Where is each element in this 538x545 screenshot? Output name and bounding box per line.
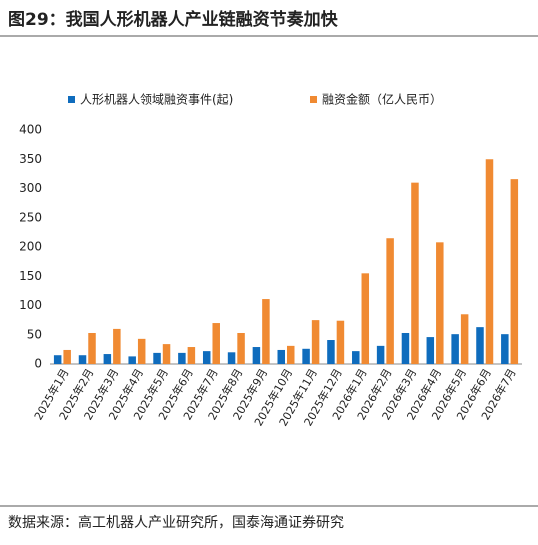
bar xyxy=(501,334,509,364)
bar xyxy=(237,332,245,364)
bar xyxy=(212,323,220,364)
legend-label: 融资金额（亿人民币） xyxy=(322,92,442,107)
legend-swatch xyxy=(68,96,75,103)
bar xyxy=(277,349,285,364)
bar xyxy=(476,327,484,364)
y-tick-label: 150 xyxy=(19,269,42,283)
bar xyxy=(153,352,161,364)
y-tick-label: 300 xyxy=(19,181,42,195)
bar xyxy=(53,355,62,364)
bar xyxy=(460,314,469,364)
bar xyxy=(401,332,410,364)
bar xyxy=(128,356,136,364)
bar xyxy=(262,299,270,364)
bar xyxy=(510,179,519,364)
bar xyxy=(426,337,435,364)
bar xyxy=(451,334,459,364)
bar xyxy=(227,352,236,364)
bar xyxy=(78,355,87,364)
bar xyxy=(162,344,171,364)
bar xyxy=(376,345,385,364)
y-tick-label: 350 xyxy=(19,152,42,166)
bar xyxy=(336,320,345,364)
legend-swatch xyxy=(310,96,317,103)
bar xyxy=(178,352,186,364)
bar xyxy=(88,332,96,364)
bar xyxy=(361,273,370,364)
bar xyxy=(137,338,146,364)
bar xyxy=(386,238,394,364)
bar xyxy=(187,347,196,364)
bar xyxy=(352,351,360,364)
bar xyxy=(411,182,419,364)
bar xyxy=(103,354,112,364)
y-tick-label: 250 xyxy=(19,210,42,224)
y-tick-label: 200 xyxy=(19,240,42,254)
bar xyxy=(287,345,295,364)
bar xyxy=(436,242,444,364)
y-tick-label: 100 xyxy=(19,298,42,312)
bar xyxy=(485,159,494,364)
bar xyxy=(113,328,121,364)
bar xyxy=(202,351,211,364)
bar xyxy=(63,349,71,364)
bar xyxy=(327,340,335,364)
legend-label: 人形机器人领域融资事件(起) xyxy=(80,93,233,107)
source: 数据来源：高工机器人产业研究所，国泰海通证券研究 xyxy=(8,514,344,531)
y-tick-label: 0 xyxy=(34,357,42,371)
bar xyxy=(302,348,310,364)
y-tick-label: 50 xyxy=(27,327,42,341)
bar xyxy=(252,347,261,364)
chart-title: 图29：我国人形机器人产业链融资节奏加快 xyxy=(8,9,339,30)
y-tick-label: 400 xyxy=(19,123,42,137)
bar xyxy=(311,320,320,364)
